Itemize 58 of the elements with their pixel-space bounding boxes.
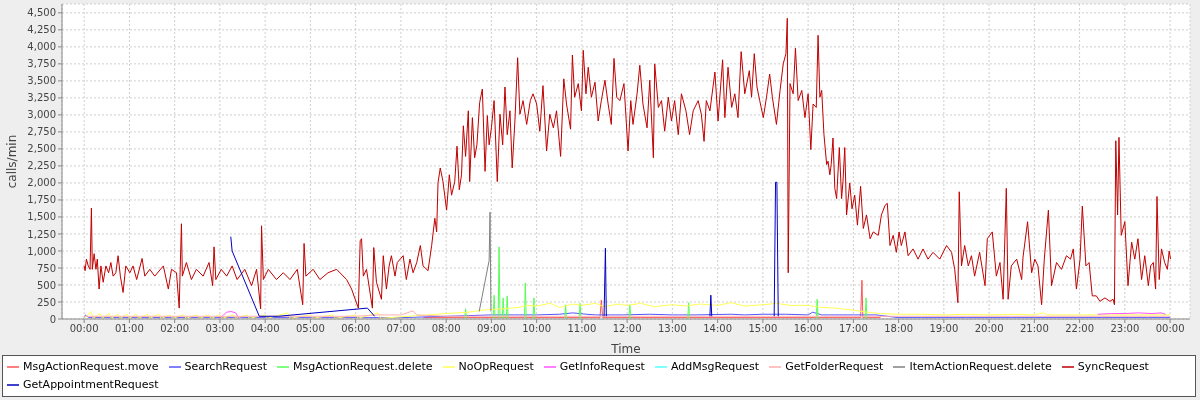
x-tick-label: 10:00	[522, 323, 552, 335]
y-tick-label: 2,750	[27, 126, 56, 138]
x-tick-label: 01:00	[115, 323, 144, 335]
x-tick-label: 18:00	[884, 323, 914, 335]
x-tick-label: 16:00	[793, 323, 823, 335]
y-tick-label: 250	[36, 296, 56, 308]
x-tick-label: 00:00	[1155, 323, 1185, 335]
legend-label: GetInfoRequest	[559, 360, 645, 373]
x-tick-label: 20:00	[974, 323, 1004, 335]
y-tick-label: 1,750	[27, 194, 56, 206]
line-series	[83, 17, 1172, 310]
legend-label: GetAppointmentRequest	[23, 378, 159, 391]
x-tick-label: 09:00	[476, 323, 506, 335]
x-tick-label: 15:00	[748, 323, 778, 335]
legend-label: ItemActionRequest.delete	[909, 360, 1052, 373]
x-tick-label: 19:00	[929, 323, 959, 335]
x-tick-label: 11:00	[567, 323, 597, 335]
y-tick-label: 2,000	[27, 177, 56, 189]
legend-label: AddMsgRequest	[670, 360, 760, 373]
legend-label: NoOpRequest	[458, 360, 534, 373]
x-tick-label: 12:00	[612, 323, 642, 335]
y-tick-label: 2,500	[27, 143, 56, 155]
y-tick-label: 0	[49, 313, 56, 325]
x-tick-label: 13:00	[657, 323, 687, 335]
x-tick-label: 06:00	[341, 323, 371, 335]
y-tick-label: 750	[36, 262, 56, 274]
y-tick-label: 3,750	[27, 58, 56, 70]
y-tick-label: 1,500	[27, 211, 56, 223]
x-tick-label: 00:00	[69, 323, 99, 335]
x-tick-label: 22:00	[1065, 323, 1095, 335]
x-tick-label: 05:00	[295, 323, 325, 335]
y-tick-label: 500	[36, 279, 56, 291]
legend-label: GetFolderRequest	[785, 360, 884, 373]
x-tick-label: 23:00	[1110, 323, 1140, 335]
legend-label: MsgActionRequest.delete	[293, 360, 433, 373]
x-tick-label: 17:00	[838, 323, 868, 335]
x-tick-label: 04:00	[250, 323, 280, 335]
y-axis-title: calls/min	[5, 134, 20, 189]
x-tick-label: 03:00	[205, 323, 235, 335]
y-tick-label: 1,000	[27, 245, 56, 257]
x-tick-label: 07:00	[386, 323, 416, 335]
legend-label: SyncRequest	[1077, 360, 1149, 373]
y-tick-label: 1,250	[27, 228, 56, 240]
legend-label: MsgActionRequest.move	[23, 360, 159, 373]
x-tick-label: 21:00	[1019, 323, 1049, 335]
x-tick-label: 14:00	[703, 323, 733, 335]
legend-label: SearchRequest	[184, 360, 268, 373]
y-tick-label: 4,500	[27, 7, 56, 19]
line-series	[83, 302, 1171, 319]
y-tick-label: 3,000	[27, 109, 56, 121]
y-tick-label: 4,000	[27, 41, 56, 53]
y-tick-label: 3,250	[27, 92, 56, 104]
y-tick-label: 4,250	[27, 24, 56, 36]
x-tick-label: 08:00	[431, 323, 461, 335]
x-tick-label: 02:00	[160, 323, 190, 335]
y-tick-label: 2,250	[27, 160, 56, 172]
x-axis-title: Time	[610, 342, 641, 356]
y-tick-label: 3,500	[27, 75, 56, 87]
